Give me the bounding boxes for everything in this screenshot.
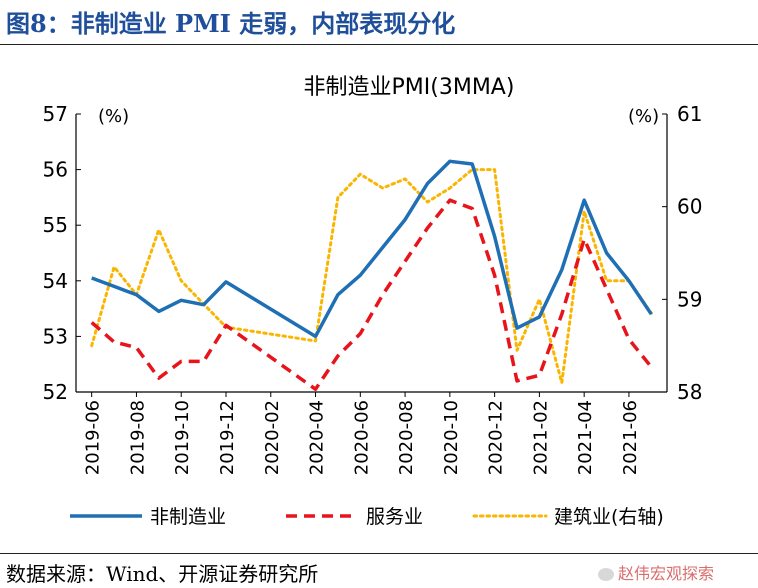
x-tick-label: 2020-08	[396, 400, 417, 475]
x-tick-label: 2020-10	[441, 400, 462, 475]
series-line-2	[90, 168, 653, 385]
left-tick-label: 54	[43, 269, 68, 293]
right-tick-label: 61	[677, 102, 702, 126]
left-tick-label: 55	[43, 213, 68, 237]
watermark: 赵伟宏观探索	[598, 560, 714, 584]
legend: 非制造业 服务业 建筑业(右轴)	[70, 506, 664, 528]
x-tick-label: 2020-06	[351, 400, 372, 475]
figure-title: 图8：非制造业 PMI 走弱，内部表现分化	[6, 9, 456, 38]
x-tick-label: 2019-06	[83, 400, 104, 475]
series-line-0	[91, 159, 653, 339]
x-tick-label: 2019-08	[127, 400, 148, 475]
right-tick-label: 60	[677, 195, 702, 219]
x-tick-label: 2019-10	[172, 400, 193, 475]
right-tick-label: 58	[677, 380, 702, 404]
chart-title: 非制造业PMI(3MMA)	[304, 75, 515, 100]
x-tick-label: 2020-02	[262, 400, 283, 475]
x-tick-label: 2019-12	[217, 400, 238, 475]
left-tick-label: 57	[43, 102, 68, 126]
series-line-1	[90, 198, 653, 391]
left-tick-label: 56	[43, 158, 68, 182]
left-tick-label: 52	[43, 380, 68, 404]
right-tick-label: 59	[677, 287, 702, 311]
x-tick-label: 2021-04	[575, 400, 596, 475]
right-axis-unit: (%)	[628, 106, 659, 127]
source-note: 数据来源：Wind、开源证券研究所	[6, 562, 319, 586]
legend-label-0: 非制造业	[150, 506, 226, 528]
x-tick-label: 2020-04	[307, 400, 328, 475]
left-axis-unit: (%)	[98, 106, 129, 127]
watermark-text: 赵伟宏观探索	[618, 564, 715, 583]
bottom-rule	[0, 553, 758, 554]
plot-lines	[90, 159, 653, 391]
x-tick-label: 2021-06	[620, 400, 641, 475]
legend-label-1: 服务业	[366, 506, 423, 528]
chart: 非制造业PMI(3MMA) (%) (%) 52 53 54 55 56 57 58 59 60…	[43, 75, 703, 528]
wechat-icon	[598, 568, 614, 581]
x-tick-label: 2021-02	[530, 400, 551, 475]
top-rule	[0, 44, 758, 45]
legend-label-2: 建筑业(右轴)	[554, 506, 664, 528]
axes: 52 53 54 55 56 57 58 59 60 61 2019-06 2019-08 2019-1…	[43, 102, 703, 475]
x-tick-label: 2020-12	[486, 400, 507, 475]
left-tick-label: 53	[43, 324, 68, 348]
